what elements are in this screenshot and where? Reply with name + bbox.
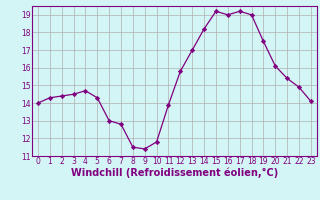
X-axis label: Windchill (Refroidissement éolien,°C): Windchill (Refroidissement éolien,°C): [71, 168, 278, 178]
